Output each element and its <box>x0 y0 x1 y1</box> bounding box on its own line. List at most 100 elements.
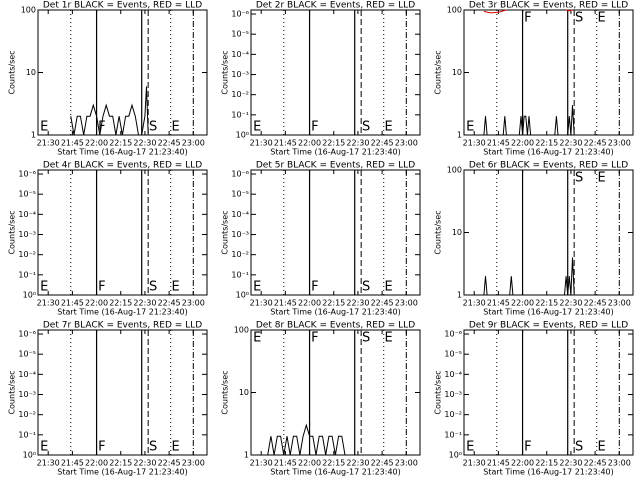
x-tick-label: 22:30 <box>346 459 369 468</box>
event-label: S <box>362 331 370 346</box>
y-tick-label: 10 <box>26 68 36 77</box>
x-tick-label: 21:45 <box>61 299 84 308</box>
y-tick-label: 10⁻¹ <box>231 110 249 119</box>
event-label: E <box>40 120 48 135</box>
y-tick-label: 1 <box>457 291 462 300</box>
x-tick-label: 23:00 <box>608 139 631 148</box>
event-label: S <box>149 440 157 455</box>
event-label: E <box>598 440 606 455</box>
y-tick-label: 10 <box>239 388 249 397</box>
y-tick-label: 1 <box>31 131 36 140</box>
x-tick-label: 22:45 <box>371 299 394 308</box>
y-tick-label: 10⁻³ <box>18 390 36 399</box>
event-label: S <box>362 120 370 135</box>
x-tick-label: 22:30 <box>346 139 369 148</box>
x-tick-label: 22:15 <box>535 299 558 308</box>
x-tick-label: 21:30 <box>250 139 273 148</box>
y-axis-label: Counts/sec <box>221 210 230 254</box>
x-tick-label: 22:45 <box>371 139 394 148</box>
x-tick-label: 22:45 <box>584 139 607 148</box>
y-tick-label: 10⁻⁴ <box>444 370 462 379</box>
y-axis-label: Counts/sec <box>8 50 17 94</box>
x-tick-label: 23:00 <box>182 139 205 148</box>
y-tick-label: 100 <box>447 166 462 175</box>
event-label: F <box>524 11 531 26</box>
x-tick-label: 21:30 <box>463 299 486 308</box>
event-label: E <box>598 171 606 186</box>
event-label: E <box>385 280 393 295</box>
event-label: F <box>524 440 531 455</box>
plot-frame <box>37 329 208 456</box>
x-tick-label: 22:45 <box>371 459 394 468</box>
plot-frame <box>463 9 634 136</box>
x-tick-label: 22:30 <box>559 139 582 148</box>
x-tick-label: 21:45 <box>487 299 510 308</box>
x-axis-label: Start Time (16-Aug-17 21:23:40) <box>57 468 188 477</box>
x-tick-label: 23:00 <box>608 459 631 468</box>
plot-frame <box>250 169 421 296</box>
x-tick-label: 22:30 <box>133 459 156 468</box>
event-label: E <box>466 120 474 135</box>
plot-frame <box>463 169 634 296</box>
y-tick-label: 100 <box>234 326 249 335</box>
x-tick-label: 23:00 <box>395 299 418 308</box>
event-label: E <box>385 331 393 346</box>
x-axis-label: Start Time (16-Aug-17 21:23:40) <box>57 148 188 157</box>
x-tick-label: 22:15 <box>535 459 558 468</box>
x-axis-label: Start Time (16-Aug-17 21:23:40) <box>483 148 614 157</box>
y-tick-label: 10⁻⁶ <box>231 170 249 179</box>
event-label: E <box>40 440 48 455</box>
x-tick-label: 21:45 <box>274 139 297 148</box>
y-tick-label: 10⁻⁶ <box>18 330 36 339</box>
panel-title: Det 5r BLACK = Events, RED = LLD <box>256 161 415 171</box>
x-tick-label: 22:00 <box>511 139 534 148</box>
y-tick-label: 10 <box>452 68 462 77</box>
event-label: F <box>311 331 318 346</box>
panel-title: Det 9r BLACK = Events, RED = LLD <box>469 321 628 331</box>
x-tick-label: 22:30 <box>133 139 156 148</box>
x-tick-label: 22:45 <box>158 459 181 468</box>
y-tick-label: 10⁻⁶ <box>231 10 249 19</box>
series-line <box>483 105 575 136</box>
y-tick-label: 10⁻² <box>231 250 249 259</box>
panel-title: Det 6r BLACK = Events, RED = LLD <box>469 161 628 171</box>
event-label: S <box>575 171 583 186</box>
y-tick-label: 10⁻⁵ <box>18 350 36 359</box>
x-tick-label: 22:00 <box>298 139 321 148</box>
y-tick-label: 10⁻⁵ <box>444 350 462 359</box>
y-tick-label: 10⁻⁵ <box>231 190 249 199</box>
event-label: E <box>598 11 606 26</box>
y-axis-label: Counts/sec <box>221 50 230 94</box>
y-tick-label: 10⁻⁶ <box>18 170 36 179</box>
y-tick-label: 10⁻³ <box>444 390 462 399</box>
x-tick-label: 23:00 <box>608 299 631 308</box>
event-label: E <box>253 280 261 295</box>
panel-title: Det 7r BLACK = Events, RED = LLD <box>43 321 202 331</box>
series-line <box>483 9 573 14</box>
y-tick-label: 10⁻³ <box>231 230 249 239</box>
panel-title: Det 4r BLACK = Events, RED = LLD <box>43 161 202 171</box>
x-axis-label: Start Time (16-Aug-17 21:23:40) <box>270 148 401 157</box>
x-tick-label: 21:30 <box>463 459 486 468</box>
event-label: S <box>149 120 157 135</box>
x-tick-label: 23:00 <box>182 459 205 468</box>
x-axis-label: Start Time (16-Aug-17 21:23:40) <box>270 468 401 477</box>
x-tick-label: 21:30 <box>250 299 273 308</box>
panel-title: Det 2r BLACK = Events, RED = LLD <box>256 1 415 11</box>
y-tick-label: 10⁰ <box>236 291 249 300</box>
x-tick-label: 23:00 <box>182 299 205 308</box>
x-tick-label: 22:15 <box>109 139 132 148</box>
y-tick-label: 10⁻¹ <box>231 270 249 279</box>
y-tick-label: 1 <box>244 451 249 460</box>
x-tick-label: 21:45 <box>61 139 84 148</box>
x-tick-label: 22:15 <box>109 299 132 308</box>
event-label: E <box>253 331 261 346</box>
y-tick-label: 10⁻⁴ <box>231 50 249 59</box>
y-tick-label: 100 <box>21 6 36 15</box>
series-line <box>70 86 149 136</box>
event-label: F <box>98 440 105 455</box>
y-tick-label: 10⁻³ <box>231 70 249 79</box>
y-axis-label: Counts/sec <box>8 370 17 414</box>
